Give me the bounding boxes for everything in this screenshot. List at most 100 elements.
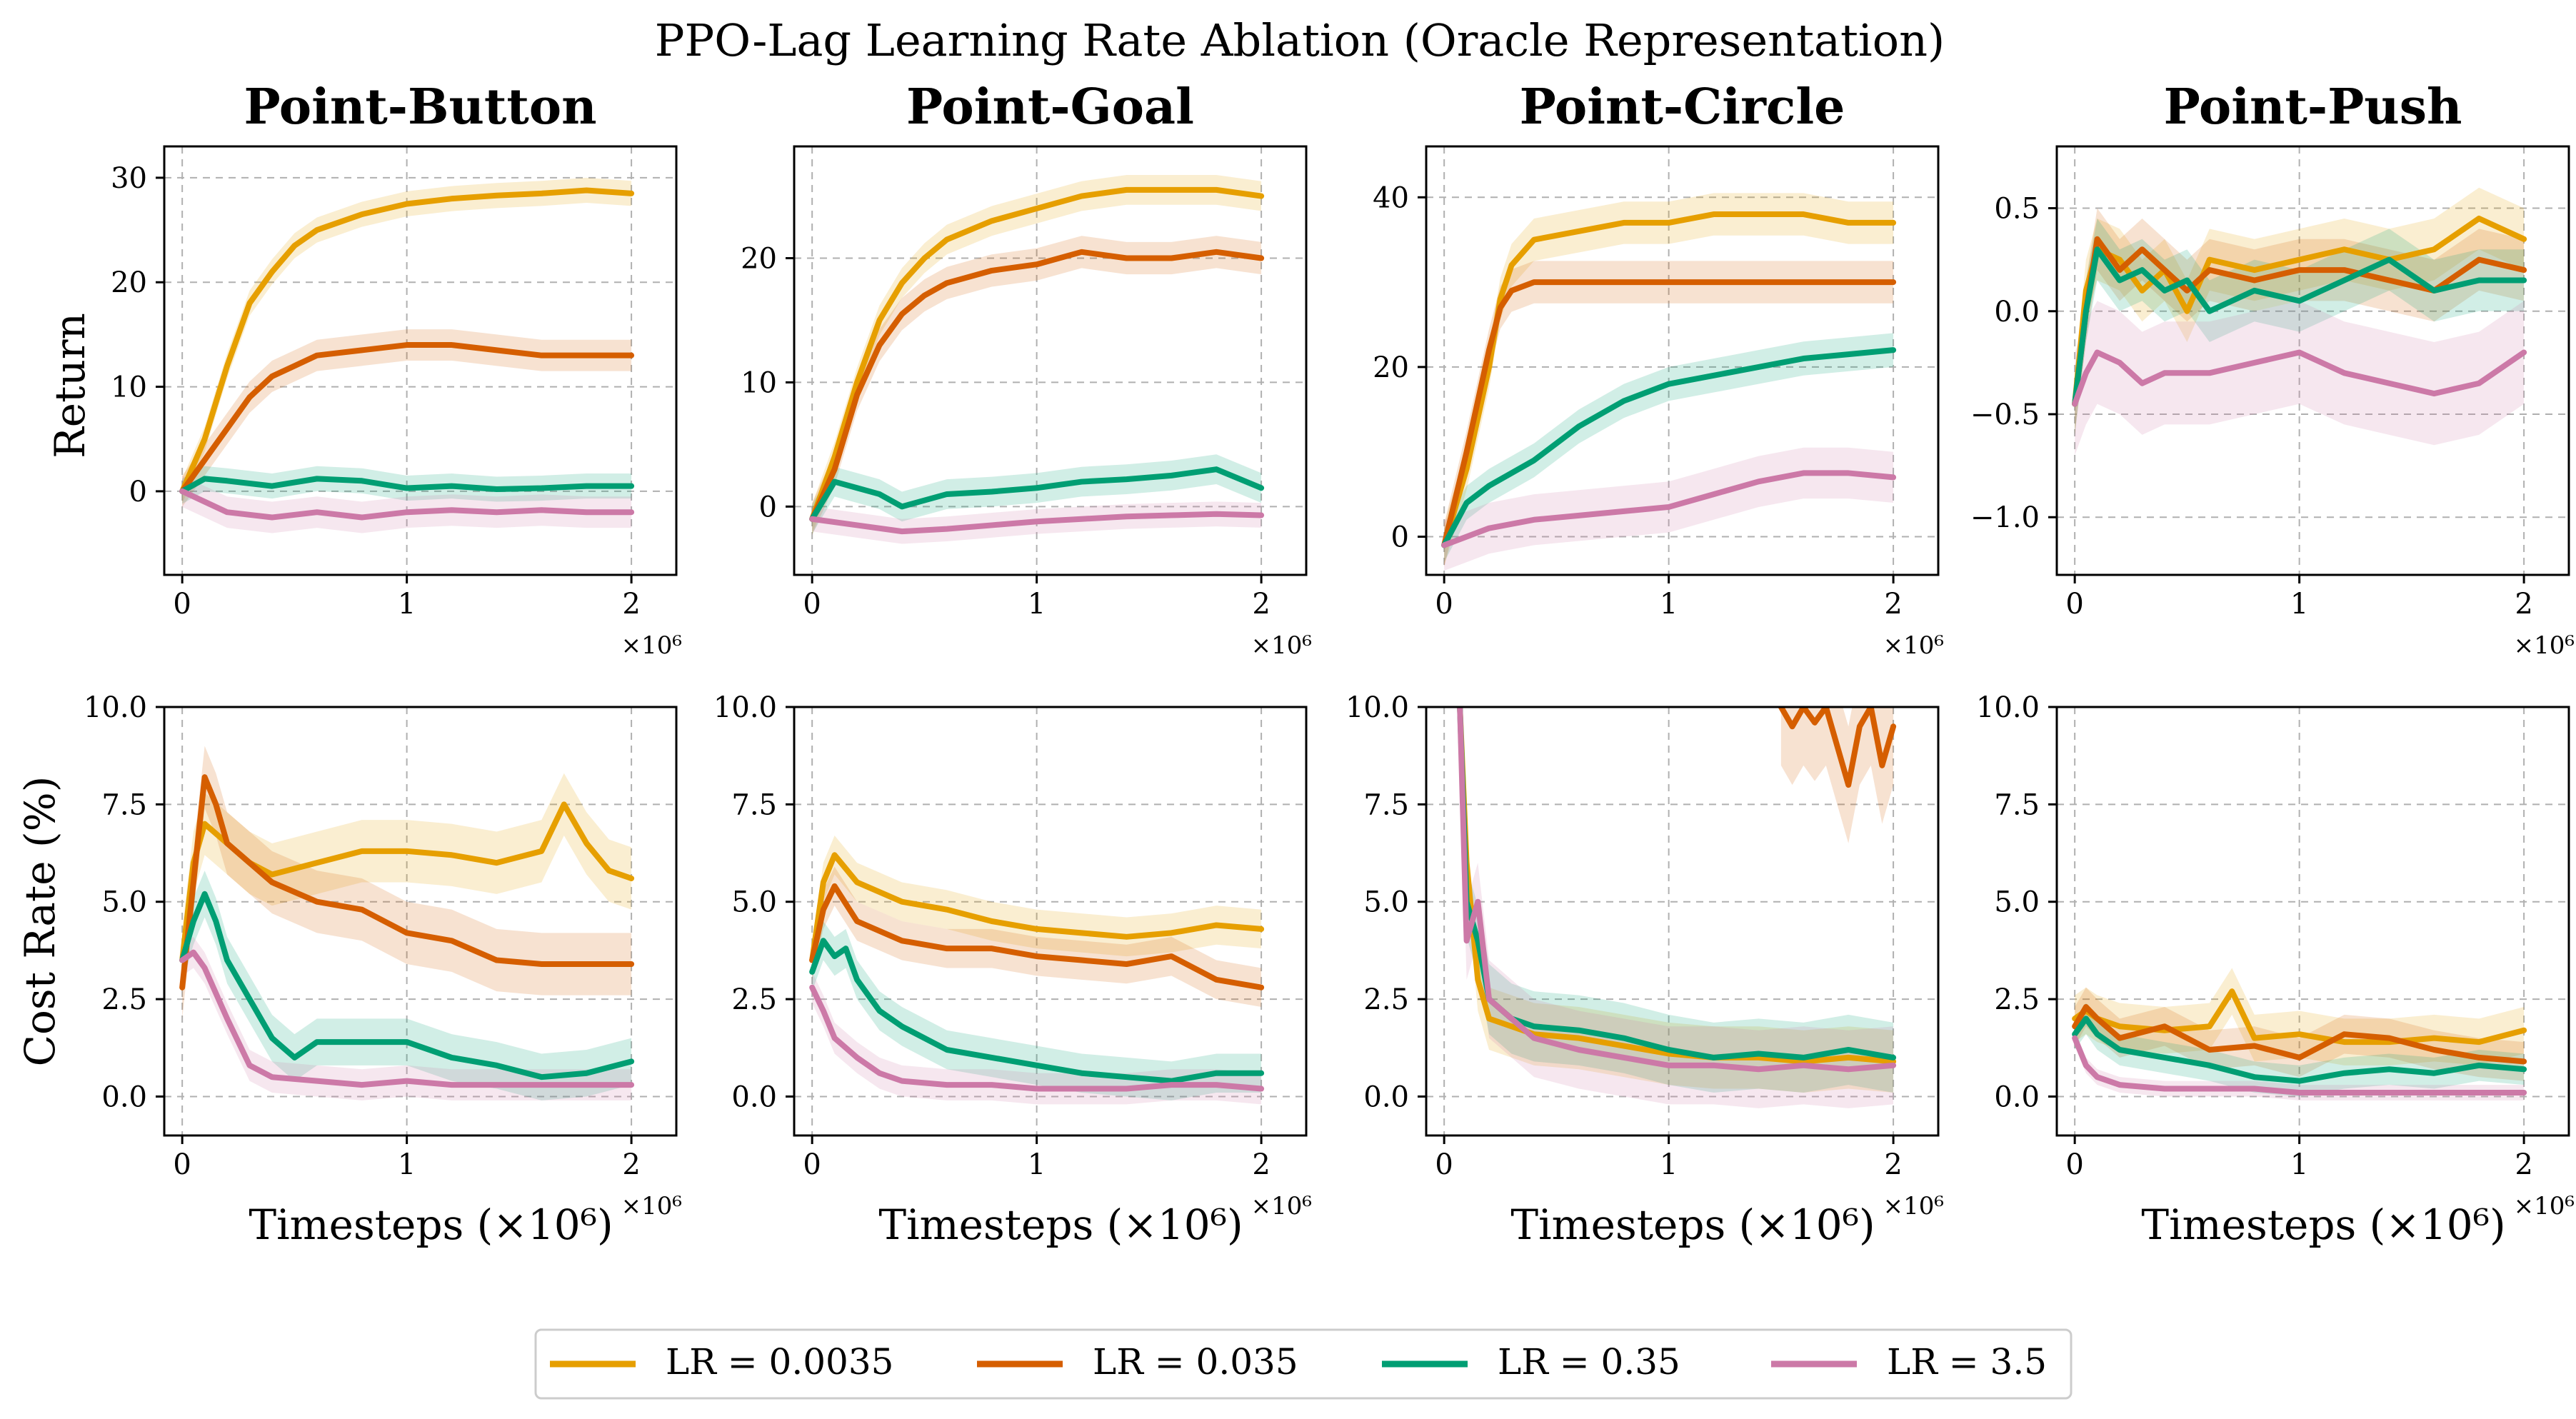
series-line — [1457, 707, 1897, 1061]
series-band — [182, 871, 632, 1100]
x-multiplier: ×10⁶ — [2514, 631, 2575, 660]
y-tick-label: 0.0 — [1363, 1080, 1409, 1113]
series-band — [1460, 707, 1894, 1093]
y-tick-label: 2.5 — [1363, 983, 1409, 1016]
panel-3: 0 1 2 −1.0 −0.5 0.0 0.5 Point-Push ×10⁶ — [1970, 79, 2575, 660]
series-group — [1441, 193, 1897, 571]
series-line — [179, 891, 635, 1080]
x-tick-label: 2 — [1252, 588, 1270, 621]
axes-frame — [2055, 145, 2570, 576]
series-band — [812, 236, 1262, 536]
series-band — [1460, 707, 1894, 1093]
series-line — [2072, 1035, 2527, 1095]
y-tick-label: 2.5 — [1994, 983, 2040, 1016]
y-tick-label: −1.0 — [1970, 501, 2040, 534]
x-tick-label: 2 — [2515, 1148, 2532, 1181]
axes-frame — [793, 145, 1308, 576]
series-group — [1457, 707, 1897, 1108]
y-tick-label: 0 — [759, 491, 777, 523]
series-group — [2072, 187, 2527, 456]
panel-6: 0 1 2 0.0 2.5 5.0 7.5 10.0 ×10⁶ Timesteps (×10⁶) — [1345, 691, 1944, 1249]
axes-frame — [2055, 706, 2570, 1137]
x-tick-label: 1 — [1660, 588, 1678, 621]
x-tick-label: 1 — [398, 588, 416, 621]
x-tick-label: 1 — [1028, 588, 1046, 621]
panel-5: 0 1 2 0.0 2.5 5.0 7.5 10.0 ×10⁶ Timesteps (×10⁶) — [713, 691, 1312, 1249]
series-line — [1441, 279, 1897, 548]
x-axis-label: Timesteps (×10⁶) — [249, 1200, 613, 1249]
series-band — [812, 866, 1262, 1007]
series-line — [809, 466, 1265, 522]
x-tick-label: 2 — [2515, 588, 2532, 621]
panel-7: 0 1 2 0.0 2.5 5.0 7.5 10.0 ×10⁶ Timesteps (×10⁶) — [1976, 691, 2575, 1249]
x-tick-label: 1 — [398, 1148, 416, 1181]
series-band — [2075, 987, 2525, 1081]
y-tick-label: 7.5 — [731, 788, 777, 821]
x-tick-label: 1 — [1660, 1148, 1678, 1181]
series-line — [809, 883, 1265, 991]
series-line — [1457, 707, 1897, 1073]
series-group — [2072, 968, 2527, 1100]
series-line — [2072, 1016, 2527, 1084]
y-tick-label: 30 — [111, 162, 147, 195]
y-tick-label: −0.5 — [1970, 398, 2040, 431]
x-axis-label: Timesteps (×10⁶) — [1510, 1200, 1875, 1249]
y-tick-label: 0.0 — [731, 1080, 777, 1113]
x-tick-label: 1 — [2290, 1148, 2308, 1181]
series-line — [179, 476, 635, 494]
axes-frame — [1425, 706, 1940, 1137]
axes-frame — [793, 706, 1308, 1137]
series-line — [179, 774, 635, 991]
y-tick-label: 20 — [1373, 351, 1409, 384]
series-group — [179, 177, 635, 533]
series-line — [2072, 236, 2527, 407]
y-tick-label: 0 — [129, 476, 147, 508]
y-tick-label: 10.0 — [84, 691, 147, 724]
series-line — [1457, 707, 1897, 1065]
series-line — [809, 938, 1265, 1084]
series-line — [179, 801, 635, 963]
y-tick-label: 7.5 — [101, 788, 147, 821]
series-line — [2072, 349, 2527, 407]
series-band — [2075, 1030, 2525, 1100]
y-tick-label: 10 — [741, 366, 777, 399]
y-tick-label: 2.5 — [731, 983, 777, 1016]
y-tick-label: 0.0 — [1994, 1080, 2040, 1113]
x-tick-label: 2 — [1884, 588, 1902, 621]
series-group — [809, 836, 1265, 1105]
y-tick-label: 10.0 — [1976, 691, 2040, 724]
legend-frame — [534, 1328, 2073, 1400]
x-tick-label: 2 — [622, 588, 640, 621]
series-line — [179, 342, 635, 494]
y-tick-label: 2.5 — [101, 983, 147, 1016]
y-tick-label: 10.0 — [713, 691, 777, 724]
x-axis-label: Timesteps (×10⁶) — [878, 1200, 1243, 1249]
series-line — [1441, 470, 1897, 548]
x-tick-label: 0 — [1435, 588, 1453, 621]
axes-frame — [163, 145, 678, 576]
y-tick-label: 0.0 — [1994, 296, 2040, 329]
y-tick-label: 20 — [111, 266, 147, 299]
x-tick-label: 2 — [622, 1148, 640, 1181]
y-tick-label: 10 — [111, 371, 147, 404]
x-tick-label: 0 — [2065, 588, 2083, 621]
x-tick-label: 0 — [803, 588, 821, 621]
y-tick-label: 7.5 — [1994, 788, 2040, 821]
series-line — [179, 187, 635, 494]
series-band — [812, 921, 1262, 1100]
series-line — [809, 852, 1265, 963]
x-tick-label: 1 — [2290, 588, 2308, 621]
series-band — [2075, 208, 2525, 435]
series-line — [809, 984, 1265, 1092]
series-band — [182, 466, 632, 504]
series-line — [2072, 1004, 2527, 1065]
y-tick-label: 7.5 — [1363, 788, 1409, 821]
x-multiplier: ×10⁶ — [621, 631, 682, 660]
x-multiplier: ×10⁶ — [1251, 631, 1312, 660]
series-band — [2075, 301, 2525, 456]
x-tick-label: 0 — [173, 588, 191, 621]
